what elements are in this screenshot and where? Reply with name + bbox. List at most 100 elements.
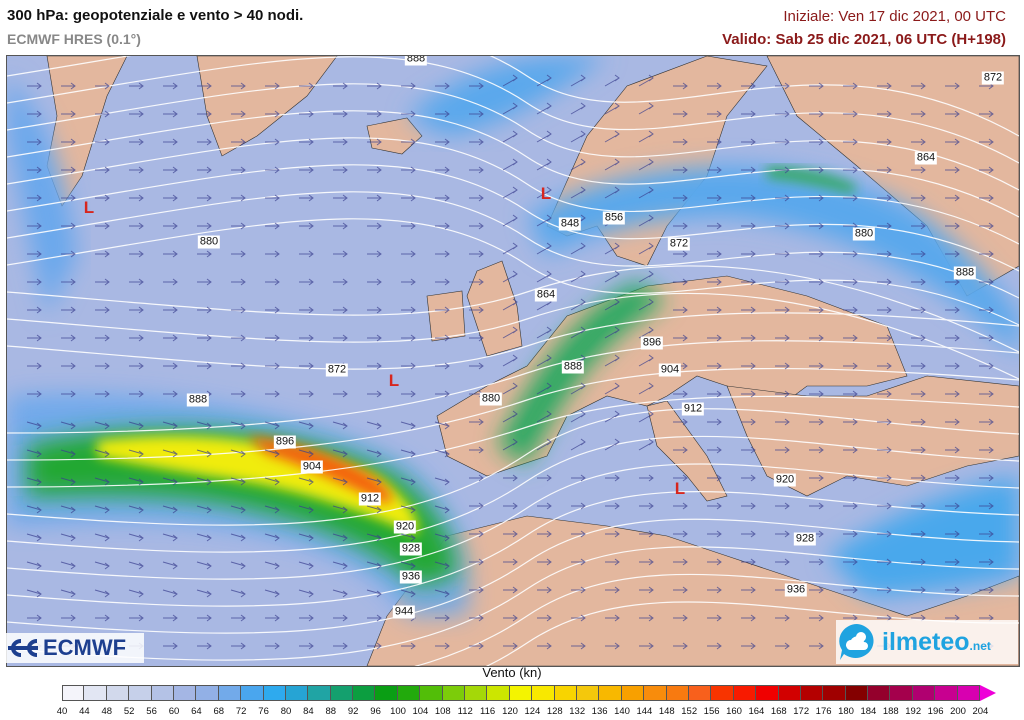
wind-arrow	[469, 278, 484, 286]
wind-arrow	[129, 166, 144, 174]
wind-arrow	[163, 166, 178, 174]
wind-arrow	[27, 82, 42, 90]
wind-arrow	[230, 505, 246, 514]
wind-arrow	[298, 477, 314, 486]
wind-arrow	[163, 362, 178, 370]
wind-arrow	[469, 642, 484, 650]
colorbar-tick-label: 108	[434, 706, 451, 717]
wind-arrow	[299, 334, 314, 342]
wind-arrow	[400, 533, 416, 542]
wind-arrow	[639, 474, 654, 482]
wind-arrow	[537, 558, 552, 566]
wind-arrow	[911, 474, 926, 482]
contour-label: 944	[392, 605, 416, 619]
contour-line	[7, 340, 1019, 434]
wind-arrow	[230, 561, 246, 570]
wind-arrow	[265, 362, 280, 370]
wind-arrow	[197, 222, 212, 230]
wind-arrow	[401, 166, 416, 174]
wind-arrow	[571, 558, 586, 566]
wind-arrow	[401, 334, 416, 342]
wind-arrow	[61, 82, 76, 90]
colorbar-tick-label: 152	[681, 706, 698, 717]
contour-line	[485, 601, 1019, 666]
wind-arrow	[27, 194, 42, 202]
wind-arrow	[741, 418, 756, 426]
wind-arrow	[877, 446, 892, 454]
wind-arrow	[401, 194, 416, 202]
colorbar-cell	[263, 685, 286, 701]
wind-arrow	[333, 194, 348, 202]
wind-arrow	[469, 222, 484, 230]
wind-arrow	[809, 558, 824, 566]
wind-arrow	[877, 418, 892, 426]
wind-arrow	[809, 334, 824, 342]
wind-arrow	[94, 421, 110, 430]
wind-arrow	[877, 82, 892, 90]
colorbar-cell	[912, 685, 936, 701]
wind-arrow	[401, 306, 416, 314]
colorbar-cell	[868, 685, 891, 701]
wind-arrow	[707, 586, 722, 594]
wind-arrow	[741, 502, 756, 510]
wind-arrow	[809, 250, 824, 258]
wind-arrow	[673, 334, 688, 342]
colorbar-tick-label: 72	[235, 706, 247, 717]
wind-arrow	[366, 449, 382, 458]
colorbar-tick-label: 200	[950, 706, 966, 717]
wind-arrow	[27, 222, 42, 230]
wind-arrow	[673, 446, 688, 454]
wind-arrow	[843, 110, 858, 118]
wind-arrow	[332, 533, 348, 542]
wind-arrow	[366, 533, 382, 542]
wind-arrow	[333, 82, 348, 90]
colorbar-tick-label: 136	[591, 706, 608, 717]
colorbar-tick-label: 132	[569, 706, 586, 717]
colorbar-cell	[330, 685, 354, 701]
wind-arrow	[911, 558, 926, 566]
colorbar-cell	[218, 685, 242, 701]
wind-arrow	[128, 533, 144, 542]
colorbar-cell	[532, 685, 555, 701]
wind-arrow	[265, 222, 280, 230]
wind-arrow	[911, 166, 926, 174]
wind-arrow	[94, 533, 110, 542]
wind-arrow	[707, 446, 722, 454]
wind-arrow	[333, 222, 348, 230]
wind-arrow	[741, 166, 756, 174]
wind-arrow	[503, 614, 518, 622]
colorbar-tick-label: 192	[905, 706, 922, 717]
colorbar-tick-label: 56	[146, 706, 157, 717]
wind-arrow	[638, 158, 654, 171]
wind-arrow	[843, 194, 858, 202]
colorbar-tick-label: 188	[882, 706, 899, 717]
wind-arrow	[265, 390, 280, 398]
wind-arrow	[231, 82, 246, 90]
wind-arrow	[128, 421, 144, 430]
wind-arrow	[435, 110, 450, 118]
wind-arrow	[877, 250, 892, 258]
wind-arrow	[401, 82, 416, 90]
wind-arrow	[333, 278, 348, 286]
contour-label: 904	[658, 363, 682, 377]
wind-arrow	[299, 166, 314, 174]
wind-arrow	[979, 138, 994, 146]
wind-arrow	[502, 102, 518, 115]
wind-arrow	[707, 390, 722, 398]
colorbar-title: Vento (kn)	[482, 665, 542, 680]
wind-arrow	[741, 194, 756, 202]
wind-arrow	[435, 194, 450, 202]
wind-arrow	[775, 390, 790, 398]
wind-arrow	[162, 505, 178, 514]
jet-arctic	[407, 56, 607, 136]
wind-arrow	[877, 334, 892, 342]
wind-arrow	[673, 138, 688, 146]
wind-arrow	[435, 82, 450, 90]
wind-arrow	[95, 278, 110, 286]
wind-arrow	[299, 250, 314, 258]
wind-arrow	[435, 642, 450, 650]
wind-arrow	[469, 614, 484, 622]
wind-arrow	[638, 242, 654, 255]
wind-arrow	[367, 362, 382, 370]
wind-arrow	[367, 250, 382, 258]
